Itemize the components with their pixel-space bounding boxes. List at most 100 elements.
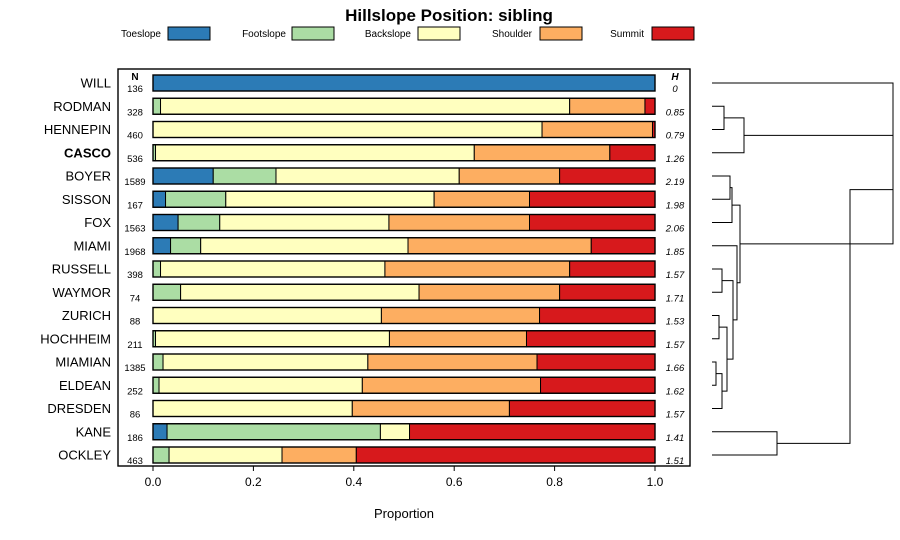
legend-label-toeslope: Toeslope — [121, 29, 161, 40]
bar-zurich-backslope — [152, 307, 382, 324]
bar-outline-waymor — [152, 283, 656, 301]
bar-waymor-shoulder — [418, 283, 561, 301]
legend-swatch-backslope — [417, 26, 461, 41]
row-label-miamian: MIAMIAN — [55, 355, 111, 370]
legend-label-backslope: Backslope — [365, 29, 412, 40]
n-value-zurich: 88 — [130, 317, 141, 328]
n-value-casco: 536 — [127, 154, 143, 165]
bar-rodman-backslope — [160, 97, 571, 115]
bar-miami-backslope — [200, 237, 409, 255]
bar-rodman-footslope — [152, 97, 162, 115]
dendro-branch-5 — [712, 315, 720, 340]
bar-kane-toeslope — [152, 423, 168, 441]
bar-boyer-summit — [559, 167, 656, 185]
x-tick-label-3: 0.6 — [446, 475, 463, 489]
n-value-ockley: 463 — [127, 456, 143, 467]
n-value-dresden: 86 — [130, 410, 141, 421]
legend-label-footslope: Footslope — [242, 29, 286, 40]
bar-zurich-shoulder — [380, 307, 541, 324]
bar-dresden-backslope — [152, 400, 353, 417]
h-value-miamian: 1.66 — [666, 363, 685, 374]
n-value-fox: 1563 — [124, 224, 145, 235]
row-labels-group: WILL 136 0 RODMAN 328 0.85 HENNEPIN 460 0.79 CASC… — [40, 76, 685, 468]
bar-outline-hennepin — [152, 120, 656, 139]
h-value-will: 0 — [672, 84, 678, 95]
bar-miamian-shoulder — [367, 353, 538, 371]
row-label-will: WILL — [81, 76, 111, 91]
bar-waymor-summit — [559, 283, 656, 301]
bar-russell-shoulder — [384, 260, 571, 278]
legend-label-summit: Summit — [610, 29, 644, 40]
bar-outline-miamian — [152, 353, 656, 371]
dendro-root-will — [712, 82, 894, 190]
bar-outline-zurich — [152, 306, 656, 325]
n-value-miami: 1968 — [124, 247, 145, 258]
n-value-rodman: 328 — [127, 107, 143, 118]
bar-miami-toeslope — [152, 237, 172, 255]
bar-outline-eldean — [152, 376, 656, 394]
bar-eldean-backslope — [158, 376, 363, 394]
x-tick-label-1: 0.2 — [245, 475, 262, 489]
h-value-hochheim: 1.57 — [666, 340, 685, 351]
n-value-hennepin: 460 — [127, 131, 143, 142]
plot-panel — [117, 68, 691, 467]
dendro-branch-8 — [719, 326, 728, 392]
n-value-will: 136 — [127, 84, 143, 95]
n-value-russell: 398 — [127, 270, 143, 281]
bar-zurich-summit — [539, 307, 656, 324]
bar-kane-summit — [409, 423, 656, 441]
legend-swatch-footslope — [291, 26, 335, 41]
row-label-miami: MIAMI — [73, 238, 111, 253]
h-value-boyer: 2.19 — [665, 177, 685, 188]
bar-miami-shoulder — [407, 237, 592, 255]
bar-fox-toeslope — [152, 214, 179, 231]
n-value-kane: 186 — [127, 433, 143, 444]
row-label-russell: RUSSELL — [52, 262, 111, 277]
bar-miami-footslope — [170, 237, 202, 255]
h-value-rodman: 0.85 — [666, 107, 685, 118]
bar-fox-summit — [529, 214, 656, 231]
x-axis: 0.0 0.2 0.4 0.6 0.8 1.0 — [145, 466, 664, 489]
h-value-fox: 2.06 — [665, 224, 685, 235]
bar-kane-footslope — [166, 423, 381, 441]
bars-group — [152, 74, 656, 464]
x-tick-label-2: 0.4 — [345, 475, 362, 489]
bar-eldean-shoulder — [361, 376, 542, 394]
h-value-waymor: 1.71 — [666, 293, 685, 304]
bar-sisson-backslope — [225, 190, 435, 208]
bar-rodman-shoulder — [569, 97, 646, 115]
bar-outline-sisson — [152, 190, 656, 208]
bar-miamian-footslope — [152, 353, 164, 371]
bar-kane-backslope — [379, 423, 411, 441]
n-value-sisson: 167 — [127, 200, 143, 211]
bar-eldean-footslope — [152, 376, 160, 394]
dendrogram — [712, 82, 894, 456]
row-label-zurich: ZURICH — [62, 308, 111, 323]
bar-russell-summit — [569, 260, 656, 278]
n-value-miamian: 1385 — [124, 363, 145, 374]
row-label-dresden: DRESDEN — [47, 401, 111, 416]
bar-outline-ockley — [152, 446, 656, 464]
bar-ockley-backslope — [168, 446, 283, 464]
bar-hennepin-shoulder — [541, 121, 653, 138]
row-label-hochheim: HOCHHEIM — [40, 331, 111, 346]
x-tick-label-0: 0.0 — [145, 475, 162, 489]
bar-outline-hochheim — [152, 330, 656, 348]
bar-casco-shoulder — [473, 144, 611, 162]
h-value-hennepin: 0.79 — [666, 131, 685, 142]
bar-dresden-summit — [508, 400, 656, 417]
h-value-dresden: 1.57 — [666, 410, 685, 421]
bar-ockley-shoulder — [281, 446, 357, 464]
dendro-branch-4 — [712, 268, 723, 293]
legend-label-shoulder: Shoulder — [492, 29, 533, 40]
row-label-boyer: BOYER — [65, 169, 111, 184]
n-value-hochheim: 211 — [127, 340, 142, 351]
row-label-casco: CASCO — [64, 145, 111, 160]
n-value-boyer: 1589 — [124, 177, 145, 188]
bar-outline-miami — [152, 237, 656, 255]
bar-boyer-toeslope — [152, 167, 214, 185]
dendro-branch-13 — [712, 431, 778, 456]
bar-outline-dresden — [152, 399, 656, 418]
bar-fox-footslope — [177, 214, 221, 231]
h-column-header: H — [671, 72, 679, 83]
